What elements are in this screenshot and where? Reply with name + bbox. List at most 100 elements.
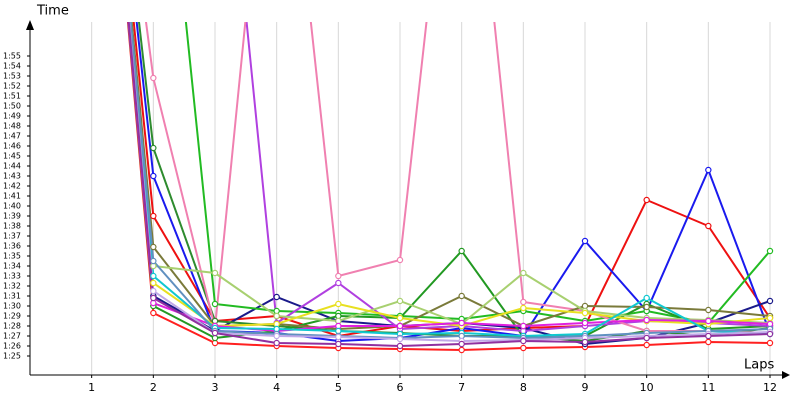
data-point: [705, 166, 712, 174]
data-point: [643, 196, 650, 204]
data-point: [211, 329, 219, 337]
x-tick-label: 10: [640, 381, 654, 394]
series-line: [128, 22, 771, 343]
y-tick-label: 1:27: [3, 332, 21, 341]
y-tick-label: 1:42: [3, 182, 21, 191]
data-point: [335, 333, 342, 341]
y-tick-label: 1:34: [3, 262, 21, 271]
data-point: [273, 293, 280, 301]
data-point: [705, 338, 712, 346]
data-point: [396, 322, 404, 330]
data-point: [766, 314, 774, 322]
data-point: [396, 342, 404, 350]
data-point: [581, 319, 589, 327]
y-tick-label: 1:32: [3, 282, 21, 291]
data-point: [520, 322, 527, 330]
data-point: [643, 341, 650, 349]
y-tick-label: 1:51: [3, 92, 21, 101]
data-point: [150, 309, 157, 317]
y-axis-label: Time: [36, 4, 69, 19]
y-tick-label: 1:37: [3, 232, 21, 241]
data-point: [150, 74, 157, 82]
data-point: [520, 344, 527, 352]
data-point: [150, 212, 157, 220]
series-line: [184, 22, 771, 325]
y-axis-arrow: [26, 20, 34, 30]
data-point: [643, 316, 650, 324]
y-tick-label: 1:41: [3, 192, 21, 201]
data-point: [396, 297, 404, 305]
y-tick-label: 1:44: [3, 162, 21, 171]
data-point: [766, 297, 774, 305]
x-tick-label: 12: [763, 381, 777, 394]
y-tick-label: 1:53: [3, 72, 21, 81]
data-point: [520, 304, 527, 312]
data-point: [766, 330, 774, 338]
x-tick-label: 3: [212, 381, 219, 394]
x-tick-label: 7: [458, 381, 465, 394]
y-tick-label: 1:35: [3, 252, 21, 261]
y-tick-label: 1:46: [3, 142, 21, 151]
data-point: [520, 269, 527, 277]
y-tick-label: 1:45: [3, 152, 21, 161]
data-point: [150, 144, 157, 152]
data-point: [396, 314, 404, 322]
data-point: [581, 237, 589, 245]
data-point: [705, 317, 712, 325]
data-point: [643, 294, 650, 302]
y-tick-label: 1:36: [3, 242, 21, 251]
series-line: [129, 22, 771, 340]
data-point: [458, 247, 465, 255]
x-tick-label: 1: [88, 381, 95, 394]
series-line: [127, 22, 771, 333]
data-point: [520, 298, 527, 306]
y-tick-label: 1:43: [3, 172, 21, 181]
data-point: [150, 172, 157, 180]
data-point: [458, 319, 465, 327]
series-line: [145, 22, 771, 334]
y-tick-label: 1:52: [3, 82, 21, 91]
y-tick-label: 1:54: [3, 62, 21, 71]
data-point: [458, 340, 465, 348]
x-axis-label: Laps: [744, 358, 774, 373]
plot-area: [126, 22, 774, 354]
y-tick-label: 1:49: [3, 112, 21, 121]
x-tick-label: 8: [520, 381, 527, 394]
data-point: [211, 269, 219, 277]
data-point: [705, 222, 712, 230]
y-tick-label: 1:29: [3, 312, 21, 321]
data-point: [396, 335, 404, 343]
y-tick-label: 1:55: [3, 52, 21, 61]
data-point: [766, 247, 774, 255]
data-point: [643, 303, 650, 311]
y-tick-label: 1:38: [3, 222, 21, 231]
data-point: [150, 272, 157, 280]
y-tick-label: 1:48: [3, 122, 21, 131]
data-point: [335, 300, 342, 308]
y-tick-label: 1:50: [3, 102, 21, 111]
data-point: [458, 292, 465, 300]
data-point: [273, 312, 280, 320]
series-line: [127, 22, 771, 348]
y-tick-label: 1:33: [3, 272, 21, 281]
y-tick-label: 1:28: [3, 322, 21, 331]
data-point: [150, 243, 157, 251]
y-tick-label: 1:47: [3, 132, 21, 141]
data-point: [150, 257, 157, 265]
data-point: [150, 279, 157, 287]
data-point: [150, 287, 157, 295]
y-tick-label: 1:30: [3, 302, 21, 311]
data-point: [643, 334, 650, 342]
data-point: [150, 294, 157, 302]
x-tick-label: 11: [701, 381, 715, 394]
data-point: [705, 306, 712, 314]
data-point: [335, 340, 342, 348]
x-tick-label: 2: [150, 381, 157, 394]
y-tick-label: 1:40: [3, 202, 21, 211]
series-line: [129, 22, 771, 326]
data-point: [335, 279, 342, 287]
data-point: [335, 272, 342, 280]
y-tick-label: 1:25: [3, 352, 21, 361]
x-tick-label: 6: [397, 381, 404, 394]
